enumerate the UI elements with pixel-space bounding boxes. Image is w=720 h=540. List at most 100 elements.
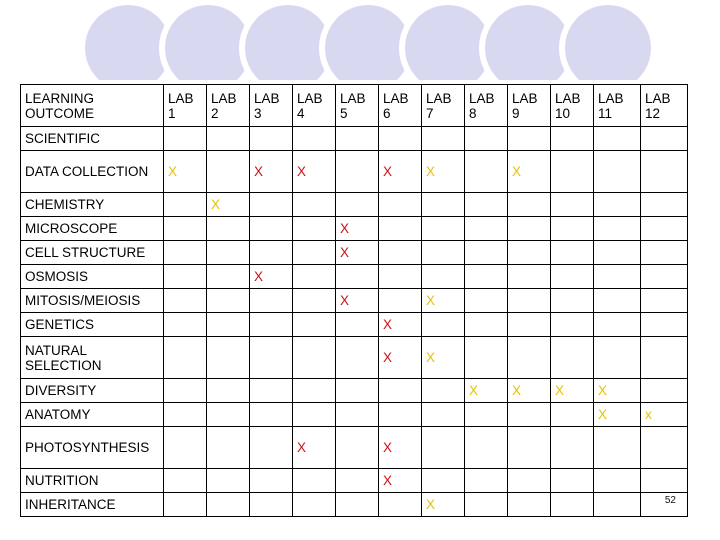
- lab-cell: [507, 492, 551, 517]
- lab-cell: [421, 378, 465, 403]
- lab-cell: [292, 468, 336, 493]
- lab-cell: [249, 402, 293, 427]
- lab-mark: X: [426, 164, 436, 179]
- lab-mark: X: [469, 383, 479, 398]
- lab-cell: [292, 492, 336, 517]
- outcome-cell: NUTRITION: [20, 468, 164, 493]
- lab-cell: [292, 240, 336, 265]
- lab-cell: [507, 264, 551, 289]
- lab-cell: [640, 288, 688, 313]
- lab-cell: [206, 426, 250, 469]
- lab-cell: [550, 336, 594, 379]
- lab-mark: X: [383, 317, 393, 332]
- outcome-cell: CELL STRUCTURE: [20, 240, 164, 265]
- lab-cell: [163, 126, 207, 151]
- lab-cell: [507, 192, 551, 217]
- outcome-cell: MICROSCOPE: [20, 216, 164, 241]
- lab-mark: X: [340, 221, 350, 236]
- header-row: LEARNING OUTCOME LAB 1 LAB 2 LAB 3 LAB 4 LAB…: [20, 84, 688, 127]
- lab-cell: [593, 288, 641, 313]
- lab-cell: [464, 192, 508, 217]
- lab-cell: [206, 336, 250, 379]
- lab-cell: [640, 150, 688, 193]
- lab-mark: X: [426, 497, 436, 512]
- lab-cell: [292, 216, 336, 241]
- lab-mark: x: [645, 407, 652, 422]
- lab-cell: X: [421, 150, 465, 193]
- lab-cell: X: [163, 150, 207, 193]
- lab-cell: [292, 264, 336, 289]
- lab-cell: X: [550, 378, 594, 403]
- lab-cell: [640, 126, 688, 151]
- lab-cell: X: [335, 240, 379, 265]
- lab-cell: [464, 264, 508, 289]
- lab-cell: [421, 126, 465, 151]
- lab-cell: [593, 468, 641, 493]
- lab-cell: [335, 312, 379, 337]
- lab-cell: [507, 288, 551, 313]
- lab-cell: [421, 216, 465, 241]
- lab-cell: [335, 468, 379, 493]
- lab-cell: [292, 192, 336, 217]
- outcome-cell: DIVERSITY: [20, 378, 164, 403]
- lab-cell: [378, 288, 422, 313]
- lab-cell: [206, 240, 250, 265]
- lab-header-1: LAB 1: [163, 84, 207, 127]
- lab-mark: X: [383, 350, 393, 365]
- lab-mark: X: [555, 383, 565, 398]
- lab-cell: [249, 336, 293, 379]
- lab-cell: [163, 240, 207, 265]
- outcome-header: LEARNING OUTCOME: [20, 84, 164, 127]
- lab-cell: [507, 426, 551, 469]
- lab-cell: [163, 492, 207, 517]
- outcome-cell: SCIENTIFIC: [20, 126, 164, 151]
- lab-cell: [163, 468, 207, 493]
- lab-cell: [249, 288, 293, 313]
- lab-cell: [249, 492, 293, 517]
- lab-cell: [378, 192, 422, 217]
- lab-cell: [163, 402, 207, 427]
- lab-cell: [640, 192, 688, 217]
- table-row: NUTRITION X: [20, 468, 688, 493]
- lab-cell: [206, 468, 250, 493]
- lab-cell: [335, 402, 379, 427]
- table-row: NATURAL SELECTION X X: [20, 336, 688, 379]
- lab-cell: [163, 264, 207, 289]
- outcome-cell: CHEMISTRY: [20, 192, 164, 217]
- lab-cell: [206, 264, 250, 289]
- lab-mark: X: [383, 473, 393, 488]
- lab-mark: X: [297, 440, 307, 455]
- lab-mark: X: [512, 383, 522, 398]
- lab-cell: X: [464, 378, 508, 403]
- lab-mark: X: [426, 350, 436, 365]
- lab-cell: [550, 240, 594, 265]
- lab-cell: [421, 192, 465, 217]
- lab-cell: [593, 336, 641, 379]
- lab-mark: X: [254, 164, 264, 179]
- lab-cell: [292, 288, 336, 313]
- learning-outcome-table: LEARNING OUTCOME LAB 1 LAB 2 LAB 3 LAB 4 LAB…: [20, 84, 688, 517]
- table-row: DATA COLLECTION X X X X X X: [20, 150, 688, 193]
- lab-cell: [249, 468, 293, 493]
- lab-cell: [464, 312, 508, 337]
- lab-cell: [335, 336, 379, 379]
- lab-header-5: LAB 5: [335, 84, 379, 127]
- lab-cell: [206, 126, 250, 151]
- table-row: DIVERSITY X X X X: [20, 378, 688, 403]
- lab-cell: [507, 312, 551, 337]
- decor-circle: [559, 0, 657, 80]
- table-row: MICROSCOPE X: [20, 216, 688, 241]
- lab-cell: [550, 492, 594, 517]
- lab-cell: X: [206, 192, 250, 217]
- lab-cell: [464, 426, 508, 469]
- lab-cell: [206, 312, 250, 337]
- lab-cell: X: [378, 150, 422, 193]
- lab-cell: [507, 336, 551, 379]
- lab-cell: [163, 216, 207, 241]
- table-row: MITOSIS/MEIOSIS X X: [20, 288, 688, 313]
- lab-cell: X: [292, 426, 336, 469]
- lab-cell: X: [292, 150, 336, 193]
- lab-cell: [249, 378, 293, 403]
- lab-cell: [550, 288, 594, 313]
